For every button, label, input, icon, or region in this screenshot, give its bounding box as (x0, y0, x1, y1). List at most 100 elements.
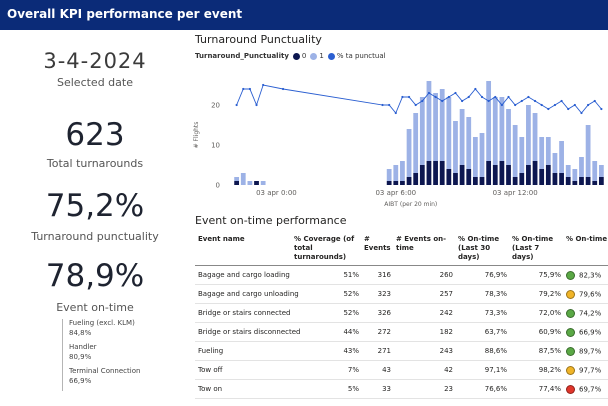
bar-not-punctual (446, 169, 452, 185)
line-point (533, 99, 537, 103)
events-cell: 272 (361, 322, 393, 342)
sub-kpi-label: Handler (69, 343, 97, 351)
ontime-value: 69,7% (579, 385, 602, 393)
ontime-30d-cell: 97,1% (455, 360, 509, 380)
bar-punctual (413, 113, 419, 173)
bar-punctual (565, 165, 571, 177)
bar-not-punctual (439, 161, 445, 185)
bar-not-punctual (486, 161, 492, 185)
legend-label: 1 (319, 52, 324, 60)
bar-punctual (559, 141, 564, 173)
line-point (593, 99, 596, 103)
bar-not-punctual (433, 161, 438, 185)
line-point (394, 111, 397, 115)
line-point (494, 95, 497, 99)
line-point (242, 87, 245, 91)
event-name-cell: Bridge or stairs connected (195, 303, 291, 323)
legend-item-punctual[interactable]: % ta punctual (327, 52, 386, 60)
line-point (381, 103, 384, 107)
line-point (587, 103, 590, 107)
table-row[interactable]: Bridge or stairs disconnected 44% 272 182 63… (195, 322, 608, 342)
events-ontime-cell: 23 (393, 379, 455, 399)
bar-punctual (486, 81, 492, 161)
table-row[interactable]: Bagage and cargo unloading 52% 323 257 78,3%… (195, 284, 608, 304)
bar-punctual (585, 125, 591, 177)
table-row[interactable]: Bagage and cargo loading 51% 316 260 76,9% 75… (195, 265, 608, 285)
legend-item-1[interactable]: 1 (310, 52, 324, 60)
bar-punctual (512, 125, 518, 177)
line-point (560, 99, 563, 103)
legend-label: 0 (301, 52, 307, 60)
bar-punctual (472, 137, 478, 177)
table-header-row: Event name % Coverage (of total turnarou… (195, 232, 608, 266)
selected-date-label: Selected date (57, 76, 133, 89)
bar-punctual (433, 93, 438, 161)
events-cell: 326 (361, 303, 393, 323)
events-ontime-cell: 243 (393, 341, 455, 361)
x-axis-label: AIBT (per 20 min) (384, 201, 437, 208)
col-coverage[interactable]: % Coverage (of total turnarounds) (291, 232, 361, 266)
ontime-30d-cell: 78,3% (455, 284, 509, 304)
bar-punctual (539, 137, 545, 169)
col-event-name[interactable]: Event name (195, 232, 291, 266)
bar-punctual (419, 97, 425, 165)
ontime-30d-cell: 63,7% (455, 322, 509, 342)
page-header: Overall KPI performance per event (0, 0, 608, 30)
bar-punctual (492, 97, 498, 165)
coverage-cell: 5% (291, 379, 361, 399)
legend-label: % ta punctual (336, 52, 386, 60)
bar-not-punctual (592, 181, 598, 185)
bar-punctual (592, 161, 598, 181)
selected-date-value: 3-4-2024 (43, 49, 147, 73)
line-point (500, 103, 503, 107)
sub-kpi-handler: Handler 80,9% (69, 343, 140, 362)
legend-item-0[interactable]: 0 (292, 52, 307, 60)
table-body: Bagage and cargo loading 51% 316 260 76,9% 75… (195, 265, 608, 399)
turnaround-punctuality-chart[interactable]: 0 10 20 # Flights 03 apr 0:00 03 apr 6:00 03 a… (190, 30, 608, 210)
bar-punctual (479, 133, 485, 177)
chart-legend: Turnaround_Punctuality 0 1 % ta punctual (195, 52, 390, 60)
line-point (480, 95, 484, 99)
bar-not-punctual (413, 173, 419, 185)
line-point (567, 107, 570, 111)
bar-not-punctual (579, 177, 584, 185)
events-ontime-cell: 242 (393, 303, 455, 323)
sub-kpi-label: Terminal Connection (69, 367, 141, 375)
line-point (461, 99, 464, 103)
bar-not-punctual (479, 177, 485, 185)
ontime-value: 89,7% (579, 347, 602, 355)
col-events-ontime[interactable]: # Events on-time (393, 232, 455, 266)
bar-not-punctual (526, 165, 531, 185)
col-ontime-30d[interactable]: % On-time (Last 30 days) (455, 232, 509, 266)
event-table-container[interactable]: Event name % Coverage (of total turnarou… (195, 232, 608, 399)
coverage-cell: 44% (291, 322, 361, 342)
event-name-cell: Bridge or stairs disconnected (195, 322, 301, 342)
events-ontime-cell: 260 (393, 265, 455, 285)
legend-dot-icon (310, 52, 318, 60)
ontime-cell: 82,3% (563, 265, 608, 285)
bar-punctual (519, 137, 525, 173)
bar-punctual (393, 165, 399, 181)
table-row[interactable]: Bridge or stairs connected 52% 326 242 73,3%… (195, 303, 608, 323)
bar-not-punctual (532, 161, 538, 185)
line-point (281, 87, 285, 91)
table-row[interactable]: Tow off 7% 43 42 97,1% 98,2% 97,7% (195, 360, 608, 380)
events-ontime-cell: 257 (393, 284, 455, 304)
line-point (255, 103, 258, 107)
line-point (407, 95, 411, 99)
line-point (454, 91, 457, 95)
bar-punctual (459, 109, 465, 165)
kpi-panel: 3-4-2024 Selected date 623 Total turnaro… (0, 30, 190, 406)
col-ontime-7d[interactable]: % On-time (Last 7 days) (509, 232, 563, 266)
table-row[interactable]: Fueling 43% 271 243 88,6% 87,5% 89,7% (195, 341, 608, 361)
event-name-cell: Tow off (195, 360, 291, 380)
line-point (434, 95, 437, 99)
col-ontime[interactable]: % On-time (563, 232, 608, 266)
ontime-value: 74,2% (579, 309, 602, 317)
table-row[interactable]: Tow on 5% 33 23 76,6% 77,4% 69,7% (195, 379, 608, 399)
col-events[interactable]: # Events (361, 232, 393, 266)
bar-not-punctual (406, 177, 412, 185)
line-point (414, 103, 417, 107)
event-name-cell: Bagage and cargo unloading (195, 284, 299, 304)
line-point (248, 87, 251, 91)
